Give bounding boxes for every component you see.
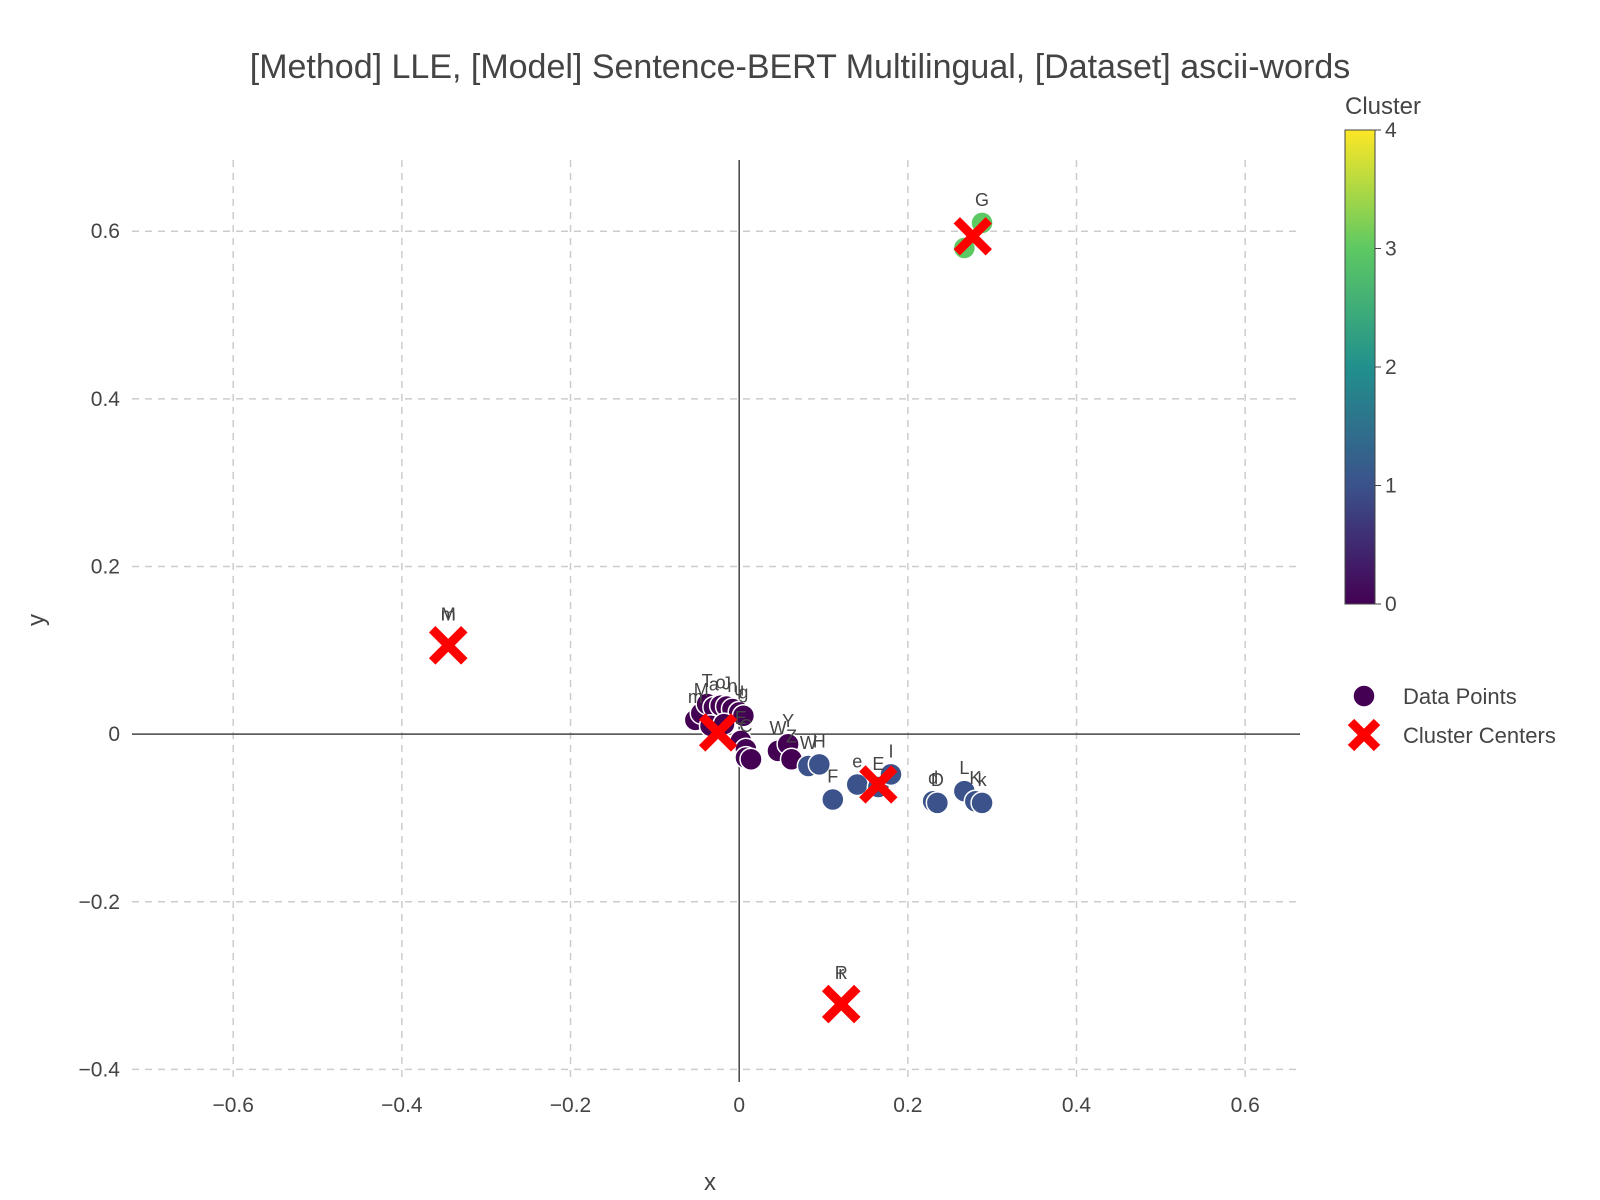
x-tick-label: 0.4 [1062, 1094, 1092, 1117]
colorbar-tick-label: 0 [1385, 593, 1397, 616]
x-mark [429, 626, 468, 665]
x-mark [698, 713, 738, 752]
cluster-center-label: M [441, 604, 456, 624]
colorbar: Cluster 0 1 2 3 4 [1344, 93, 1421, 616]
data-point [925, 791, 950, 815]
x-tick-label: 0.6 [1231, 1094, 1260, 1117]
colorbar-tick-label: 4 [1385, 119, 1397, 142]
data-point-label: I [888, 741, 893, 761]
data-point-label: T [702, 671, 713, 691]
x-tick-label: −0.6 [212, 1094, 253, 1117]
x-mark [1347, 718, 1381, 752]
y-tick-labels: −0.4 −0.2 0 0.2 0.4 0.6 [79, 220, 121, 1081]
data-point-label: m [688, 687, 703, 707]
cluster-centers [429, 217, 992, 1024]
data-point-label: K [969, 768, 981, 788]
data-point-label: H [813, 731, 826, 751]
y-tick-label: 0.2 [91, 556, 120, 579]
data-point-label: g [738, 683, 748, 703]
data-point-label: W [800, 733, 817, 753]
data-point-label: E [872, 754, 884, 774]
x-tick-labels: −0.6 −0.4 −0.2 0 0.2 0.4 0.6 [212, 1094, 1259, 1117]
cluster-center-label: R [835, 963, 848, 983]
data-point-label: M [694, 680, 709, 700]
data-point [739, 747, 763, 772]
legend-data-points-label: Data Points [1403, 684, 1517, 709]
legend: Data Points Cluster Centers [1347, 684, 1556, 752]
data-point-label: C [739, 716, 752, 736]
data-point-label: k [978, 770, 988, 790]
data-point-label: D [931, 770, 944, 790]
cluster-center-marker [953, 217, 992, 256]
data-point-label: E [735, 708, 747, 728]
data-point-label: G [975, 190, 989, 210]
legend-cluster-center-marker [1347, 718, 1381, 752]
zero-axes [132, 160, 1300, 1082]
data-point-label: o [716, 673, 726, 693]
cluster-center-marker [698, 713, 738, 752]
y-tick-label: 0 [108, 723, 120, 746]
legend-data-point-marker [1352, 684, 1376, 708]
x-mark [822, 984, 861, 1024]
data-point-label: Z [786, 726, 797, 746]
data-points [683, 211, 994, 815]
data-point-label: L [959, 758, 969, 778]
cluster-center-marker [429, 626, 468, 665]
x-tick-label: 0 [733, 1094, 745, 1117]
y-axis-title: y [23, 614, 50, 626]
y-tick-label: −0.2 [79, 891, 120, 914]
colorbar-title: Cluster [1345, 93, 1421, 120]
x-mark [953, 217, 992, 256]
data-point-label: Y [782, 711, 794, 731]
data-point-label: J [722, 673, 731, 693]
grid-lines [132, 160, 1300, 1082]
data-point [821, 787, 845, 812]
colorbar-ticks: 0 1 2 3 4 [1375, 119, 1397, 616]
colorbar-tick-label: 3 [1385, 238, 1397, 261]
colorbar-tick-label: 2 [1385, 356, 1397, 379]
colorbar-tick-label: 1 [1385, 475, 1397, 498]
data-point-label: n [727, 676, 737, 696]
x-mark [859, 765, 898, 804]
chart-title: [Method] LLE, [Model] Sentence-BERT Mult… [250, 48, 1350, 86]
y-tick-label: 0.6 [91, 220, 120, 243]
y-tick-label: 0.4 [91, 388, 121, 411]
cluster-center-marker [822, 984, 861, 1024]
colorbar-gradient [1344, 129, 1376, 605]
data-point [970, 791, 994, 815]
legend-cluster-centers-label: Cluster Centers [1403, 723, 1556, 748]
cluster-center-marker [859, 765, 898, 804]
x-tick-label: −0.2 [550, 1094, 591, 1117]
cluster-center-label: r [838, 963, 844, 983]
data-point-label: u [734, 679, 744, 699]
x-tick-label: −0.4 [381, 1094, 423, 1117]
cluster-center-label: m [441, 604, 456, 624]
data-point-label: a [709, 674, 720, 694]
x-tick-label: 0.2 [893, 1094, 922, 1117]
y-tick-label: −0.4 [79, 1058, 121, 1081]
data-point [807, 752, 832, 777]
data-point-label: e [852, 751, 862, 771]
data-point-label: d [928, 768, 938, 788]
data-point-label: W [769, 718, 786, 738]
x-axis-title: x [704, 1169, 716, 1196]
data-point-label: F [827, 767, 838, 787]
